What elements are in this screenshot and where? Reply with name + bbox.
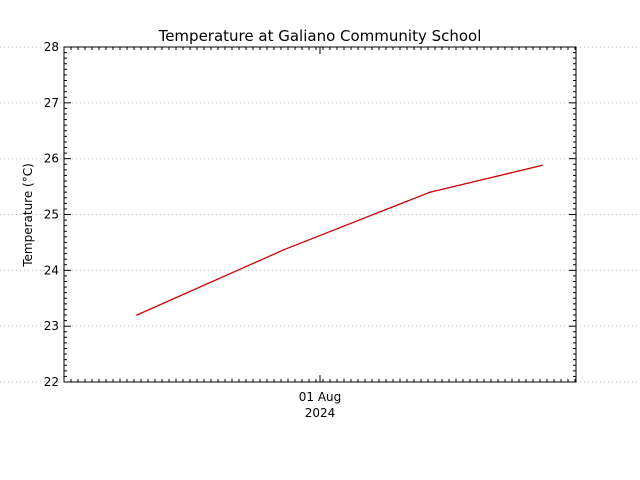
gridlines (0, 46, 640, 383)
chart-title: Temperature at Galiano Community School (158, 27, 482, 45)
temperature-data-point (136, 314, 138, 316)
x-tick-year-label: 2024 (305, 406, 336, 420)
x-axis: 01 Aug 2024 (299, 47, 342, 420)
y-axis-label: Temperature (°C) (21, 163, 35, 268)
x-tick-label: 01 Aug (299, 390, 342, 404)
y-tick-label: 22 (44, 375, 59, 389)
y-axis: 22 23 24 25 26 27 28 (44, 40, 576, 389)
y-tick-label: 26 (44, 152, 59, 166)
y-tick-label: 24 (44, 263, 59, 277)
series-group (136, 164, 543, 316)
y-tick-label: 25 (44, 208, 59, 222)
temperature-data-point (429, 191, 431, 193)
y-tick-label: 28 (44, 40, 59, 54)
temperature-data-point (283, 248, 285, 251)
y-tick-label: 27 (44, 96, 59, 110)
temperature-series-line (136, 164, 543, 316)
temperature-data-point (541, 164, 543, 167)
y-tick-label: 23 (44, 319, 59, 333)
minor-ticks (64, 47, 576, 382)
